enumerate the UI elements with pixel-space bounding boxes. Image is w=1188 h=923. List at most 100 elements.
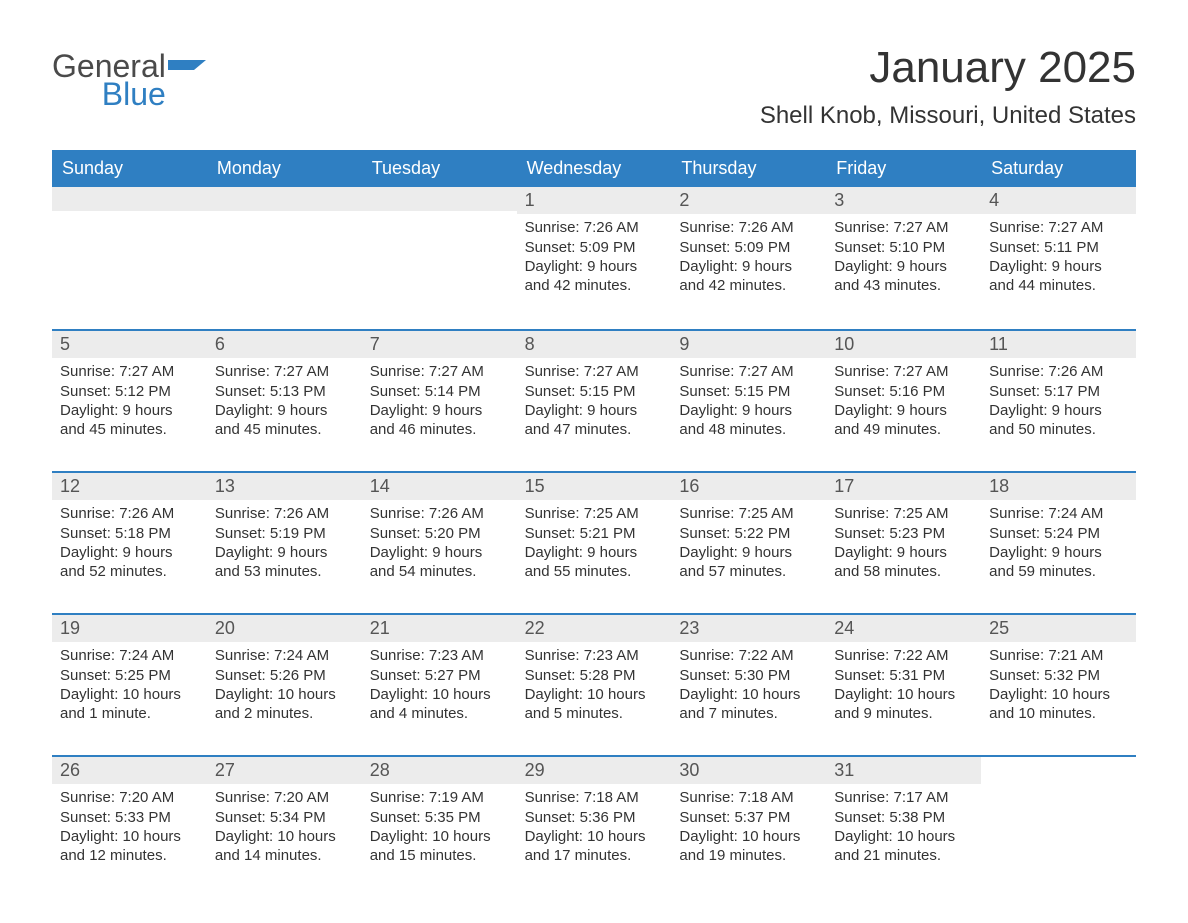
day-number: 30	[679, 760, 699, 780]
sunset-line: Sunset: 5:09 PM	[679, 238, 818, 257]
day-number: 13	[215, 476, 235, 496]
sunset-line: Sunset: 5:31 PM	[834, 666, 973, 685]
daylight-line: Daylight: 9 hours and 43 minutes.	[834, 257, 973, 295]
day-cell: 29Sunrise: 7:18 AMSunset: 5:36 PMDayligh…	[517, 757, 672, 883]
day-cell: 10Sunrise: 7:27 AMSunset: 5:16 PMDayligh…	[826, 331, 981, 457]
day-number: 4	[989, 190, 999, 210]
day-cell	[362, 187, 517, 315]
sunrise-line: Sunrise: 7:26 AM	[60, 504, 199, 523]
daylight-line: Daylight: 9 hours and 53 minutes.	[215, 543, 354, 581]
weekday-header: Monday	[207, 150, 362, 187]
sunrise-line: Sunrise: 7:27 AM	[834, 218, 973, 237]
daylight-line: Daylight: 10 hours and 19 minutes.	[679, 827, 818, 865]
day-number-row: 9	[671, 331, 826, 358]
week-row: 5Sunrise: 7:27 AMSunset: 5:12 PMDaylight…	[52, 329, 1136, 457]
sunrise-line: Sunrise: 7:26 AM	[215, 504, 354, 523]
day-number-row: 19	[52, 615, 207, 642]
daylight-line: Daylight: 10 hours and 1 minute.	[60, 685, 199, 723]
day-number: 26	[60, 760, 80, 780]
day-number-row: 8	[517, 331, 672, 358]
day-cell: 6Sunrise: 7:27 AMSunset: 5:13 PMDaylight…	[207, 331, 362, 457]
day-cell	[207, 187, 362, 315]
day-cell: 4Sunrise: 7:27 AMSunset: 5:11 PMDaylight…	[981, 187, 1136, 315]
weekday-header: Thursday	[671, 150, 826, 187]
day-number: 21	[370, 618, 390, 638]
weekday-header-row: SundayMondayTuesdayWednesdayThursdayFrid…	[52, 150, 1136, 187]
sunset-line: Sunset: 5:38 PM	[834, 808, 973, 827]
day-number-row: 24	[826, 615, 981, 642]
daylight-line: Daylight: 10 hours and 7 minutes.	[679, 685, 818, 723]
day-number: 17	[834, 476, 854, 496]
sunrise-line: Sunrise: 7:26 AM	[370, 504, 509, 523]
day-cell: 14Sunrise: 7:26 AMSunset: 5:20 PMDayligh…	[362, 473, 517, 599]
sunrise-line: Sunrise: 7:27 AM	[370, 362, 509, 381]
sunset-line: Sunset: 5:33 PM	[60, 808, 199, 827]
sunrise-line: Sunrise: 7:25 AM	[679, 504, 818, 523]
daylight-line: Daylight: 9 hours and 50 minutes.	[989, 401, 1128, 439]
sunset-line: Sunset: 5:24 PM	[989, 524, 1128, 543]
location-text: Shell Knob, Missouri, United States	[760, 102, 1136, 130]
daylight-line: Daylight: 9 hours and 48 minutes.	[679, 401, 818, 439]
day-cell: 31Sunrise: 7:17 AMSunset: 5:38 PMDayligh…	[826, 757, 981, 883]
daylight-line: Daylight: 10 hours and 2 minutes.	[215, 685, 354, 723]
day-number-row: 11	[981, 331, 1136, 358]
day-number-row: 5	[52, 331, 207, 358]
day-number-row: 27	[207, 757, 362, 784]
daylight-line: Daylight: 9 hours and 59 minutes.	[989, 543, 1128, 581]
day-cell: 16Sunrise: 7:25 AMSunset: 5:22 PMDayligh…	[671, 473, 826, 599]
day-cell	[52, 187, 207, 315]
daylight-line: Daylight: 10 hours and 9 minutes.	[834, 685, 973, 723]
header: General Blue January 2025 Shell Knob, Mi…	[52, 44, 1136, 130]
sunset-line: Sunset: 5:23 PM	[834, 524, 973, 543]
day-number: 12	[60, 476, 80, 496]
day-number: 16	[679, 476, 699, 496]
sunrise-line: Sunrise: 7:22 AM	[834, 646, 973, 665]
day-number: 2	[679, 190, 689, 210]
daylight-line: Daylight: 9 hours and 46 minutes.	[370, 401, 509, 439]
day-number: 3	[834, 190, 844, 210]
weekday-header: Tuesday	[362, 150, 517, 187]
day-number: 19	[60, 618, 80, 638]
day-number-row: 28	[362, 757, 517, 784]
day-cell: 1Sunrise: 7:26 AMSunset: 5:09 PMDaylight…	[517, 187, 672, 315]
day-number-row: 18	[981, 473, 1136, 500]
sunset-line: Sunset: 5:11 PM	[989, 238, 1128, 257]
day-cell: 9Sunrise: 7:27 AMSunset: 5:15 PMDaylight…	[671, 331, 826, 457]
weekday-header: Friday	[826, 150, 981, 187]
sunset-line: Sunset: 5:17 PM	[989, 382, 1128, 401]
sunrise-line: Sunrise: 7:26 AM	[679, 218, 818, 237]
day-number: 20	[215, 618, 235, 638]
day-number: 8	[525, 334, 535, 354]
day-number: 27	[215, 760, 235, 780]
day-number-row: 14	[362, 473, 517, 500]
empty-day-row	[207, 187, 362, 210]
sunrise-line: Sunrise: 7:27 AM	[525, 362, 664, 381]
empty-day-row	[52, 187, 207, 210]
weeks-container: 1Sunrise: 7:26 AMSunset: 5:09 PMDaylight…	[52, 187, 1136, 883]
daylight-line: Daylight: 10 hours and 15 minutes.	[370, 827, 509, 865]
sunrise-line: Sunrise: 7:27 AM	[989, 218, 1128, 237]
sunrise-line: Sunrise: 7:21 AM	[989, 646, 1128, 665]
day-cell: 18Sunrise: 7:24 AMSunset: 5:24 PMDayligh…	[981, 473, 1136, 599]
sunset-line: Sunset: 5:22 PM	[679, 524, 818, 543]
sunrise-line: Sunrise: 7:24 AM	[215, 646, 354, 665]
day-number-row: 31	[826, 757, 981, 784]
daylight-line: Daylight: 10 hours and 5 minutes.	[525, 685, 664, 723]
sunrise-line: Sunrise: 7:25 AM	[834, 504, 973, 523]
daylight-line: Daylight: 9 hours and 52 minutes.	[60, 543, 199, 581]
day-number-row: 7	[362, 331, 517, 358]
day-number: 28	[370, 760, 390, 780]
day-cell: 20Sunrise: 7:24 AMSunset: 5:26 PMDayligh…	[207, 615, 362, 741]
sunset-line: Sunset: 5:21 PM	[525, 524, 664, 543]
sunset-line: Sunset: 5:19 PM	[215, 524, 354, 543]
sunrise-line: Sunrise: 7:22 AM	[679, 646, 818, 665]
day-number: 29	[525, 760, 545, 780]
day-number: 11	[989, 334, 1008, 354]
daylight-line: Daylight: 9 hours and 42 minutes.	[525, 257, 664, 295]
sunset-line: Sunset: 5:13 PM	[215, 382, 354, 401]
day-cell: 3Sunrise: 7:27 AMSunset: 5:10 PMDaylight…	[826, 187, 981, 315]
sunrise-line: Sunrise: 7:20 AM	[215, 788, 354, 807]
day-number: 14	[370, 476, 390, 496]
day-number-row: 17	[826, 473, 981, 500]
day-number-row: 16	[671, 473, 826, 500]
